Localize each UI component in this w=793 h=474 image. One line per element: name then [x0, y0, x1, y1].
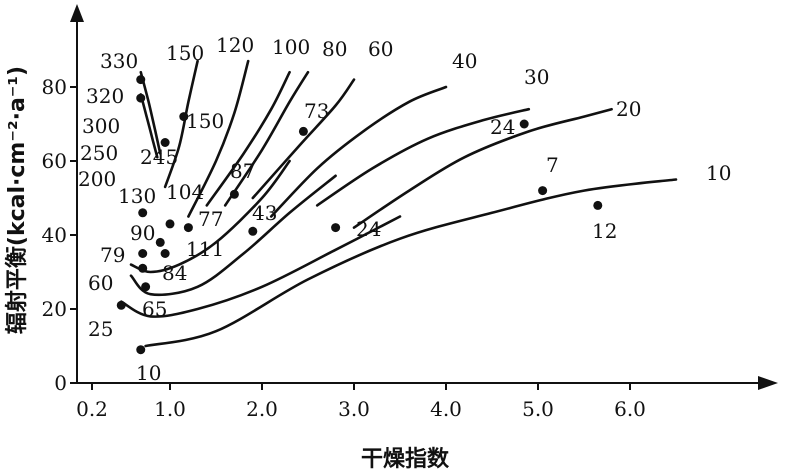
- data-point: [141, 282, 151, 292]
- annotation-label: 10: [136, 361, 161, 385]
- x-ticks: 0.2 1.0 2.0 3.0 4.0 5.0 6.0: [76, 383, 646, 421]
- annotation-label: 24: [490, 115, 515, 139]
- y-tick-label: 0: [54, 371, 67, 395]
- annotation-label: 77: [198, 207, 223, 231]
- y-axis-arrow: [70, 4, 84, 22]
- y-tick-label: 60: [42, 149, 67, 173]
- annotation-label: 60: [368, 37, 393, 61]
- annotation-label: 79: [100, 243, 125, 267]
- data-point: [248, 226, 258, 236]
- annotation-label: 24: [356, 217, 381, 241]
- data-point: [116, 300, 126, 310]
- annotation-label: 100: [272, 35, 310, 59]
- x-tick-label: 5.0: [522, 397, 554, 421]
- y-tick-label: 20: [42, 297, 67, 321]
- curve-320-13: [139, 93, 159, 159]
- data-point: [138, 249, 148, 258]
- curve-40-6: [269, 85, 448, 218]
- data-point: [165, 219, 175, 229]
- curve-84-3: [129, 159, 291, 274]
- data-point: [331, 223, 341, 233]
- annotation-label: 90: [130, 221, 155, 245]
- annotation-label: 250: [80, 141, 118, 165]
- data-point: [160, 138, 170, 147]
- data-point: [519, 119, 529, 129]
- data-point: [155, 237, 165, 247]
- annotation-label: 330: [100, 49, 138, 73]
- curve-80-8: [223, 70, 310, 207]
- curve-60-7: [251, 78, 356, 200]
- annotation-label: 300: [82, 114, 120, 138]
- curve-30-5: [315, 107, 531, 207]
- curve-100-9: [205, 70, 291, 207]
- curve-25-1: [120, 215, 402, 318]
- annotation-label: 84: [162, 261, 187, 285]
- curve-65-2: [129, 174, 337, 297]
- curve-150-11: [163, 59, 199, 189]
- x-axis-label: 干燥指数: [361, 446, 450, 472]
- annotation-label: 87: [230, 159, 255, 183]
- data-point: [538, 186, 548, 196]
- data-point: [136, 345, 146, 355]
- annotation-label: 80: [322, 37, 347, 61]
- contour-curves: [120, 59, 678, 348]
- curve-120-10: [187, 59, 250, 218]
- data-points: [116, 75, 603, 355]
- annotation-label: 43: [252, 201, 277, 225]
- annotation-label: 320: [86, 84, 124, 108]
- axes: [70, 4, 778, 390]
- data-point: [138, 263, 148, 273]
- x-tick-label: 3.0: [338, 397, 370, 421]
- annotation-label: 245: [140, 145, 178, 169]
- curve-20-4: [352, 107, 613, 229]
- annotation-label: 150: [166, 41, 204, 65]
- y-ticks: 0 20 40 60 80: [42, 75, 77, 395]
- annotation-label: 65: [142, 297, 167, 321]
- x-tick-label: 4.0: [430, 397, 462, 421]
- annotation-label: 200: [78, 167, 116, 191]
- data-point: [179, 112, 189, 122]
- x-tick-label: 6.0: [614, 397, 646, 421]
- annotation-label: 111: [186, 237, 224, 261]
- data-point: [136, 75, 146, 85]
- annotation-label: 25: [88, 317, 113, 341]
- annotation-label: 104: [166, 180, 204, 204]
- annotation-label: 60: [88, 271, 113, 295]
- annotation-label: 150: [186, 109, 224, 133]
- annotation-label: 10: [706, 161, 731, 185]
- x-tick-label: 1.0: [154, 397, 186, 421]
- data-point: [229, 189, 239, 199]
- annotation-label: 12: [592, 219, 617, 243]
- x-tick-label: 2.0: [246, 397, 278, 421]
- x-axis-arrow: [758, 376, 778, 390]
- annotation-label: 7: [546, 153, 559, 177]
- y-axis-label: 辐射平衡(kcal·cm⁻²·a⁻¹): [4, 66, 30, 334]
- y-tick-label: 80: [42, 75, 67, 99]
- data-point: [298, 126, 308, 136]
- data-point: [136, 93, 146, 103]
- annotation-label: 30: [524, 65, 549, 89]
- annotation-label: 73: [304, 99, 329, 123]
- curve-330-12: [139, 70, 162, 155]
- data-point: [160, 249, 170, 258]
- data-point: [593, 200, 603, 210]
- annotation-label: 130: [118, 184, 156, 208]
- annotation-label: 40: [452, 49, 477, 73]
- curve-10-0: [144, 178, 678, 348]
- annotation-label: 20: [616, 97, 641, 121]
- y-tick-label: 40: [42, 223, 67, 247]
- x-tick-label: 0.2: [76, 397, 108, 421]
- data-point: [183, 223, 193, 233]
- data-point: [138, 208, 148, 218]
- annotation-label: 120: [216, 33, 254, 57]
